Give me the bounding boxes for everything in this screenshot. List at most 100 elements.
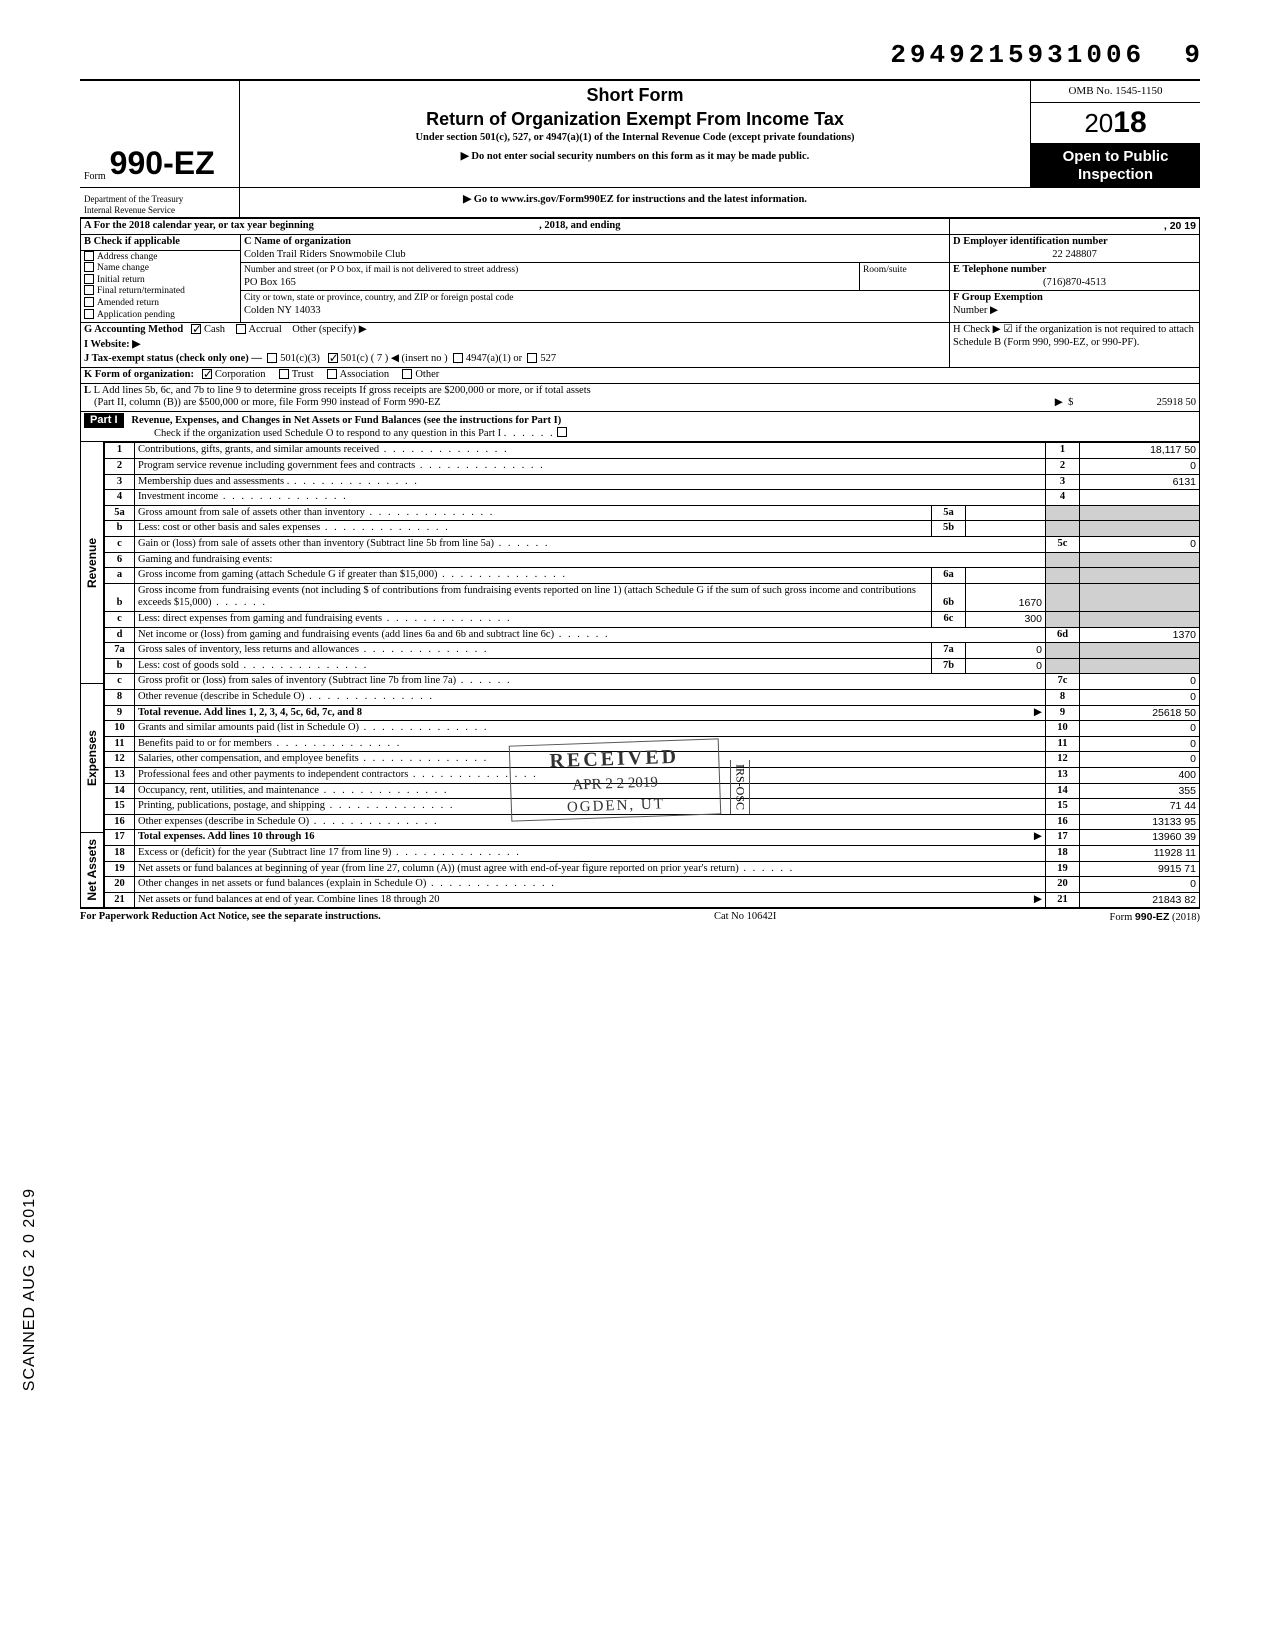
line-midno: 7b <box>932 658 966 674</box>
line-text: Gross profit or (loss) from sales of inv… <box>135 674 1046 690</box>
line-row: 20Other changes in net assets or fund ba… <box>105 877 1200 893</box>
cb-initial[interactable] <box>84 274 94 284</box>
line-val <box>1080 490 1200 506</box>
line-no: 4 <box>105 490 135 506</box>
g-cash: Cash <box>204 324 225 335</box>
row-l-t1: L Add lines 5b, 6c, and 7b to line 9 to … <box>94 385 591 396</box>
line-val: 21843 82 <box>1080 892 1200 908</box>
line-val: 71 44 <box>1080 799 1200 815</box>
cb-4947[interactable] <box>453 353 463 363</box>
line-row: 17Total expenses. Add lines 10 through 1… <box>105 830 1200 846</box>
line-text: Other revenue (describe in Schedule O) <box>135 689 1046 705</box>
line-val <box>1080 505 1200 521</box>
cb-assoc[interactable] <box>327 369 337 379</box>
row-f-sub: Number ▶ <box>953 305 998 316</box>
line-midno: 6a <box>932 568 966 584</box>
line-no: 21 <box>105 892 135 908</box>
line-text: Less: cost or other basis and sales expe… <box>135 521 932 537</box>
cb-501c3[interactable] <box>267 353 277 363</box>
line-row: 15Printing, publications, postage, and s… <box>105 799 1200 815</box>
cb-accrual[interactable] <box>236 324 246 334</box>
cb-cash[interactable] <box>191 324 201 334</box>
line-row: dNet income or (loss) from gaming and fu… <box>105 627 1200 643</box>
row-g: G Accounting Method Cash Accrual Other (… <box>81 323 950 338</box>
line-text: Gross amount from sale of assets other t… <box>135 505 932 521</box>
line-text: Gross income from gaming (attach Schedul… <box>135 568 932 584</box>
sec-expenses: Expenses <box>85 730 99 786</box>
row-c-city: City or town, state or province, country… <box>241 291 950 323</box>
line-no: 20 <box>105 877 135 893</box>
opt0: Address change <box>97 252 157 262</box>
cb-527[interactable] <box>527 353 537 363</box>
row-i: I Website: ▶ <box>81 338 950 353</box>
cb-address[interactable] <box>84 251 94 261</box>
k0: Corporation <box>215 369 266 380</box>
cb-other[interactable] <box>402 369 412 379</box>
line-boxno <box>1046 552 1080 568</box>
line-row: 13Professional fees and other payments t… <box>105 767 1200 783</box>
cb-trust[interactable] <box>279 369 289 379</box>
line-boxno: 11 <box>1046 736 1080 752</box>
line-row: cGain or (loss) from sale of assets othe… <box>105 537 1200 553</box>
line-boxno <box>1046 521 1080 537</box>
k1: Trust <box>292 369 314 380</box>
j-d: 527 <box>540 353 556 364</box>
row-c-room-label: Room/suite <box>863 265 907 275</box>
footer: For Paperwork Reduction Act Notice, see … <box>80 908 1200 925</box>
row-a-mid: , 2018, and ending <box>539 220 620 231</box>
title-main: Return of Organization Exempt From Incom… <box>246 109 1024 131</box>
year-outline: 20 <box>1084 108 1113 138</box>
line-row: 7aGross sales of inventory, less returns… <box>105 643 1200 659</box>
cb-501c[interactable] <box>328 353 338 363</box>
k3: Other <box>415 369 439 380</box>
public-inspection: Open to Public Inspection <box>1031 144 1200 187</box>
part1-bar: Part I <box>84 413 124 428</box>
cb-amended[interactable] <box>84 297 94 307</box>
line-val <box>1080 658 1200 674</box>
line-no: b <box>105 521 135 537</box>
cb-pending[interactable] <box>84 309 94 319</box>
line-val: 9915 71 <box>1080 861 1200 877</box>
row-e: E Telephone number (716)870-4513 <box>950 263 1200 291</box>
line-midval: 0 <box>966 658 1046 674</box>
line-row: 11Benefits paid to or for members110 <box>105 736 1200 752</box>
line-text: Net income or (loss) from gaming and fun… <box>135 627 1046 643</box>
line-no: 13 <box>105 767 135 783</box>
line-no: 6 <box>105 552 135 568</box>
line-no: c <box>105 537 135 553</box>
line-midno: 6b <box>932 583 966 611</box>
line-text: Gaming and fundraising events: <box>135 552 1046 568</box>
stamp-irs: IRS-OSC <box>730 760 750 814</box>
line-val: 0 <box>1080 721 1200 737</box>
dept2: Internal Revenue Service <box>84 205 175 215</box>
form-box: Form 990-EZ <box>80 81 240 187</box>
opt5: Application pending <box>97 310 175 320</box>
line-text: Benefits paid to or for members <box>135 736 1046 752</box>
line-row: 10Grants and similar amounts paid (list … <box>105 721 1200 737</box>
line-no: 7a <box>105 643 135 659</box>
line-row: 2Program service revenue including gover… <box>105 459 1200 475</box>
line-midno: 7a <box>932 643 966 659</box>
line-no: b <box>105 658 135 674</box>
foot-right: Form 990-EZ (2018) <box>1110 911 1200 925</box>
opt2: Initial return <box>97 275 145 285</box>
row-c-city-label: City or town, state or province, country… <box>244 293 513 303</box>
line-val: 25618 50 <box>1080 705 1200 721</box>
sec-netassets: Net Assets <box>85 839 99 901</box>
row-g-label: G Accounting Method <box>84 324 183 335</box>
line-row: cLess: direct expenses from gaming and f… <box>105 612 1200 628</box>
cb-name[interactable] <box>84 262 94 272</box>
line-midval <box>966 568 1046 584</box>
row-f-label: F Group Exemption <box>953 292 1043 303</box>
cb-corp[interactable] <box>202 369 212 379</box>
line-boxno: 3 <box>1046 474 1080 490</box>
line-midno: 5a <box>932 505 966 521</box>
cb-schedO[interactable] <box>557 427 567 437</box>
line-text: Gross sales of inventory, less returns a… <box>135 643 932 659</box>
row-l-t2: (Part II, column (B)) are $500,000 or mo… <box>94 397 441 408</box>
row-j-label: J Tax-exempt status (check only one) — <box>84 353 262 364</box>
title-column: Short Form Return of Organization Exempt… <box>240 81 1030 187</box>
line-boxno: 2 <box>1046 459 1080 475</box>
line-row: bLess: cost or other basis and sales exp… <box>105 521 1200 537</box>
cb-final[interactable] <box>84 285 94 295</box>
